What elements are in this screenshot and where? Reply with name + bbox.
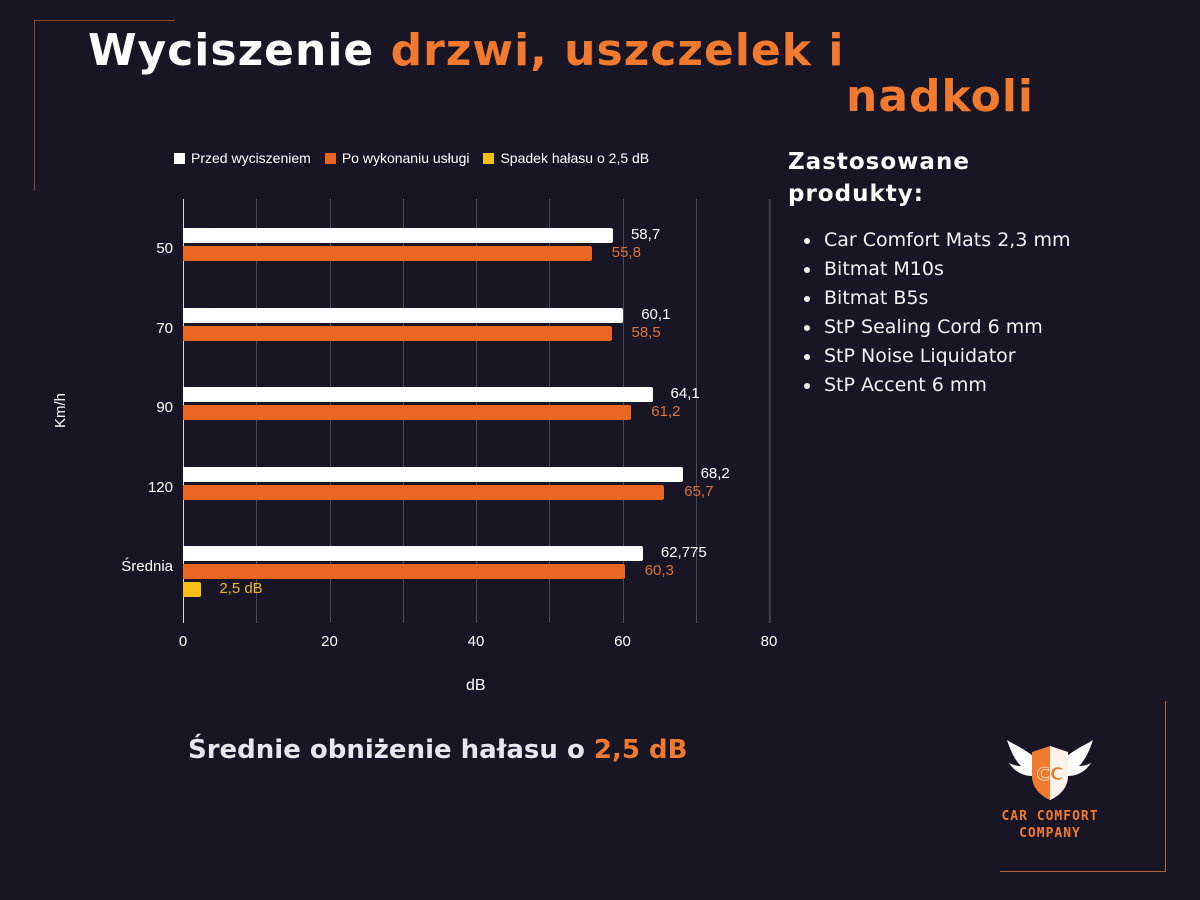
summary-text: Średnie obniżenie hałasu o 2,5 dB xyxy=(188,735,687,765)
bar-after xyxy=(183,484,665,500)
data-label: 64,1 xyxy=(670,385,700,402)
bar-before xyxy=(183,228,613,243)
product-item: Car Comfort Mats 2,3 mm xyxy=(822,226,1070,255)
product-item: StP Accent 6 mm xyxy=(822,371,1070,400)
category-label: 70 xyxy=(156,319,173,337)
legend-swatch-yellow xyxy=(483,152,495,164)
x-axis-label: dB xyxy=(466,677,486,694)
data-label: 58,7 xyxy=(630,226,661,243)
title-orange-part-2: nadkoli xyxy=(846,71,1034,122)
chart-plot-area: 58,7 55,8 60,1 58,5 64,1 61,2 68,2 65,7 62,775 60… xyxy=(183,199,770,623)
data-label: 2,5 dB xyxy=(219,580,263,597)
divider xyxy=(770,200,771,623)
x-tick-label: 40 xyxy=(467,633,485,650)
category-label: 90 xyxy=(156,399,173,416)
data-label: 61,2 xyxy=(651,403,681,420)
bar-after xyxy=(183,325,612,341)
decorative-frame-bottom-right xyxy=(1000,701,1166,872)
products-heading: Zastosowane produkty: xyxy=(788,146,970,210)
company-logo: CC CAR COMFORT COMPANY xyxy=(975,738,1125,842)
y-axis-label: Km/h xyxy=(52,392,69,428)
bar-before xyxy=(183,546,643,561)
product-item: Bitmat M10s xyxy=(822,255,1070,284)
data-label: 60,1 xyxy=(641,305,671,323)
bar-drop xyxy=(183,582,202,597)
products-heading-line1: Zastosowane xyxy=(788,149,970,175)
summary-label: Średnie obniżenie hałasu o xyxy=(188,735,585,765)
bar-after xyxy=(183,564,625,579)
legend-swatch-orange xyxy=(324,152,336,164)
data-label: 60,3 xyxy=(644,562,674,579)
gridline xyxy=(769,199,770,623)
page-title: Wyciszenie drzwi, uszczelek i nadkoli xyxy=(88,28,1048,120)
legend-label: Po wykonaniu usługi xyxy=(341,150,470,166)
category-label: 120 xyxy=(147,478,173,496)
gridline xyxy=(695,199,697,623)
product-item: StP Sealing Cord 6 mm xyxy=(822,313,1070,342)
product-item: StP Noise Liquidator xyxy=(822,342,1070,371)
data-label: 65,7 xyxy=(684,482,714,500)
category-label: 50 xyxy=(156,240,173,257)
winged-shield-icon: CC xyxy=(1007,740,1093,800)
data-label: 68,2 xyxy=(700,464,730,482)
chart-legend: Przed wyciszeniem Po wykonaniu usługi Sp… xyxy=(174,150,649,166)
bar-after xyxy=(183,405,632,420)
x-tick-label: 60 xyxy=(614,633,631,650)
summary-highlight: 2,5 dB xyxy=(593,735,688,765)
company-name-line2: COMPANY xyxy=(1019,826,1081,841)
svg-text:CC: CC xyxy=(1037,764,1063,785)
x-tick-label: 80 xyxy=(760,633,778,650)
title-white-part: Wyciszenie xyxy=(88,25,375,76)
bar-after xyxy=(183,246,592,261)
x-tick-label: 0 xyxy=(178,633,188,650)
bar-before xyxy=(183,307,624,323)
data-label: 58,5 xyxy=(631,323,661,341)
bar-before xyxy=(183,387,653,402)
company-name-line1: CAR COMFORT xyxy=(1001,809,1099,824)
company-name: CAR COMFORT COMPANY xyxy=(975,808,1125,842)
legend-label: Spadek hałasu o 2,5 dB xyxy=(500,150,650,166)
legend-label: Przed wyciszeniem xyxy=(191,150,311,166)
products-heading-line2: produkty: xyxy=(788,181,924,207)
legend-item-before: Przed wyciszeniem xyxy=(174,150,311,166)
legend-item-after: Po wykonaniu usługi xyxy=(324,150,470,166)
product-item: Bitmat B5s xyxy=(822,284,1070,313)
decorative-frame-top-left xyxy=(34,20,175,191)
bar-before xyxy=(183,466,683,482)
title-orange-part-1: drzwi, uszczelek i xyxy=(390,25,845,76)
x-tick-label: 20 xyxy=(321,633,338,650)
category-label: Średnia xyxy=(121,558,173,575)
legend-item-drop: Spadek hałasu o 2,5 dB xyxy=(483,150,649,166)
data-label: 62,775 xyxy=(660,544,707,561)
products-list: Car Comfort Mats 2,3 mmBitmat M10sBitmat… xyxy=(800,226,1070,400)
legend-swatch-white xyxy=(174,152,185,164)
data-label: 55,8 xyxy=(611,244,641,261)
